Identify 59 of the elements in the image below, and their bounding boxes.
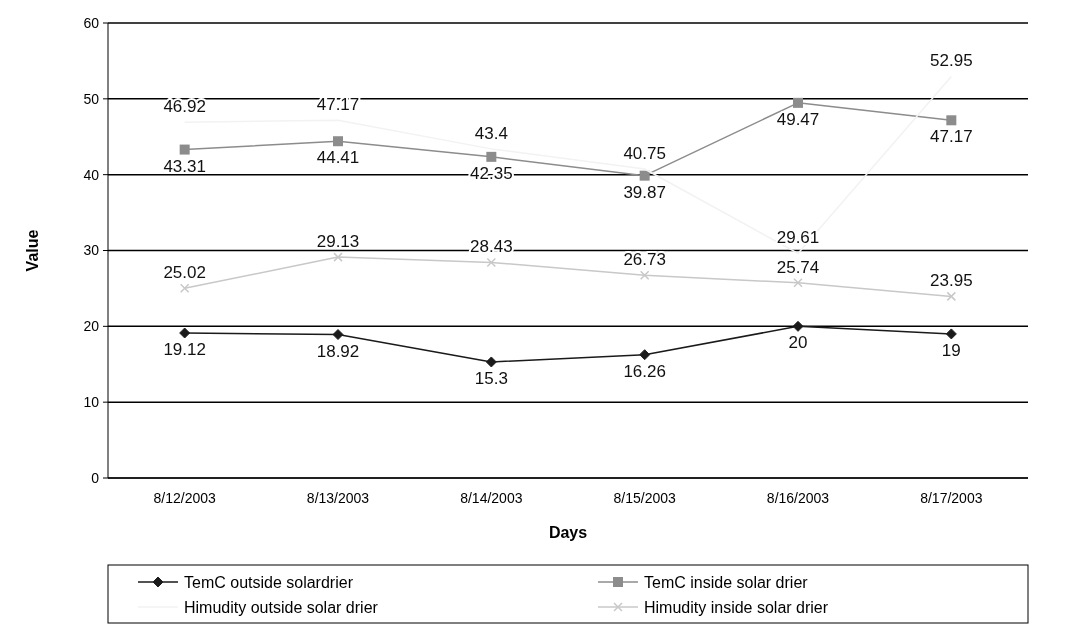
data-label: 29.61 (776, 228, 820, 248)
point (486, 151, 497, 162)
y-tick-label: 50 (83, 90, 100, 107)
legend-label: Himudity outside solar drier (184, 598, 379, 616)
y-tick-label: 30 (83, 242, 100, 259)
data-label: 43.4 (474, 123, 508, 143)
data-label: 44.41 (316, 148, 360, 168)
point (485, 356, 497, 368)
x-tick-label: 8/15/2003 (613, 490, 677, 506)
y-tick-label: 40 (83, 166, 100, 183)
point (332, 329, 344, 341)
data-label: 23.95 (930, 271, 973, 291)
point (946, 115, 957, 126)
point (945, 328, 957, 340)
data-label: 47.17 (316, 95, 360, 115)
legend-label: TemC outside solardrier (184, 573, 354, 591)
data-label: 40.75 (623, 143, 666, 163)
y-tick-label: 0 (91, 469, 100, 486)
data-label: 47.17 (930, 127, 973, 147)
data-label: 19 (941, 340, 961, 360)
data-label: 18.92 (316, 341, 360, 361)
data-label: 39.87 (623, 182, 666, 202)
point (639, 270, 650, 281)
data-label: 20 (788, 333, 808, 353)
point (179, 327, 191, 339)
point (792, 320, 804, 332)
x-tick-label: 8/13/2003 (306, 490, 370, 506)
y-tick-label: 10 (83, 394, 100, 411)
point (793, 278, 803, 288)
x-tick-label: 8/17/2003 (920, 490, 983, 506)
point (333, 136, 343, 147)
x-tick-label: 8/16/2003 (766, 490, 830, 506)
y-axis-title: Value (24, 229, 41, 272)
point (946, 291, 957, 302)
data-label: 29.13 (316, 232, 360, 252)
x-axis-title: Days (548, 524, 588, 541)
data-label: 25.74 (776, 257, 820, 277)
legend-label: TemC inside solar drier (644, 573, 809, 591)
point (179, 283, 190, 294)
point (639, 349, 651, 361)
point (486, 257, 497, 268)
data-label: 25.02 (163, 263, 206, 283)
data-label: 16.26 (623, 361, 666, 381)
data-label: 46.92 (163, 97, 206, 117)
x-tick-label: 8/14/2003 (460, 490, 523, 506)
data-label: 15.3 (474, 368, 508, 388)
point (179, 144, 190, 155)
point (333, 252, 343, 262)
y-tick-label: 60 (83, 14, 100, 31)
data-label: 19.12 (163, 340, 206, 360)
point (639, 170, 650, 181)
point (793, 97, 803, 108)
data-label: 26.73 (623, 250, 666, 270)
data-label: 43.31 (163, 156, 206, 176)
data-label: 52.95 (930, 51, 973, 71)
x-tick-label: 8/12/2003 (153, 490, 217, 506)
data-label: 49.47 (776, 109, 820, 129)
legend-label: Himudity inside solar drier (644, 598, 829, 616)
y-tick-label: 20 (83, 318, 100, 335)
